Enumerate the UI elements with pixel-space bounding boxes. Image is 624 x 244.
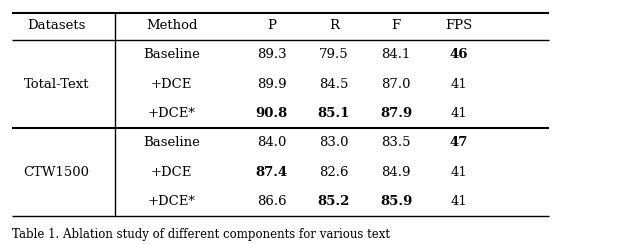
Text: 85.1: 85.1 bbox=[318, 107, 350, 120]
Text: 41: 41 bbox=[451, 165, 467, 179]
Text: 47: 47 bbox=[449, 136, 468, 149]
Text: +DCE*: +DCE* bbox=[148, 195, 195, 208]
Text: 41: 41 bbox=[451, 107, 467, 120]
Text: FPS: FPS bbox=[445, 19, 472, 32]
Text: 83.0: 83.0 bbox=[319, 136, 349, 149]
Text: Baseline: Baseline bbox=[143, 136, 200, 149]
Text: Datasets: Datasets bbox=[27, 19, 85, 32]
Text: Method: Method bbox=[146, 19, 197, 32]
Text: 87.0: 87.0 bbox=[381, 78, 411, 91]
Text: P: P bbox=[267, 19, 276, 32]
Text: 84.9: 84.9 bbox=[381, 165, 411, 179]
Text: CTW1500: CTW1500 bbox=[23, 165, 89, 179]
Text: 84.5: 84.5 bbox=[319, 78, 349, 91]
Text: 46: 46 bbox=[449, 48, 468, 61]
Text: 87.9: 87.9 bbox=[380, 107, 412, 120]
Text: 90.8: 90.8 bbox=[255, 107, 288, 120]
Text: F: F bbox=[392, 19, 401, 32]
Text: 84.1: 84.1 bbox=[381, 48, 411, 61]
Text: 41: 41 bbox=[451, 78, 467, 91]
Text: 89.9: 89.9 bbox=[256, 78, 286, 91]
Text: +DCE: +DCE bbox=[151, 78, 192, 91]
Text: 83.5: 83.5 bbox=[381, 136, 411, 149]
Text: 82.6: 82.6 bbox=[319, 165, 349, 179]
Text: 86.6: 86.6 bbox=[256, 195, 286, 208]
Text: Total-Text: Total-Text bbox=[24, 78, 89, 91]
Text: R: R bbox=[329, 19, 339, 32]
Text: 89.3: 89.3 bbox=[256, 48, 286, 61]
Text: Table 1. Ablation study of different components for various text: Table 1. Ablation study of different com… bbox=[12, 228, 391, 241]
Text: +DCE: +DCE bbox=[151, 165, 192, 179]
Text: 41: 41 bbox=[451, 195, 467, 208]
Text: Baseline: Baseline bbox=[143, 48, 200, 61]
Text: 85.9: 85.9 bbox=[380, 195, 412, 208]
Text: 85.2: 85.2 bbox=[318, 195, 350, 208]
Text: 79.5: 79.5 bbox=[319, 48, 349, 61]
Text: 87.4: 87.4 bbox=[255, 165, 288, 179]
Text: +DCE*: +DCE* bbox=[148, 107, 195, 120]
Text: 84.0: 84.0 bbox=[256, 136, 286, 149]
